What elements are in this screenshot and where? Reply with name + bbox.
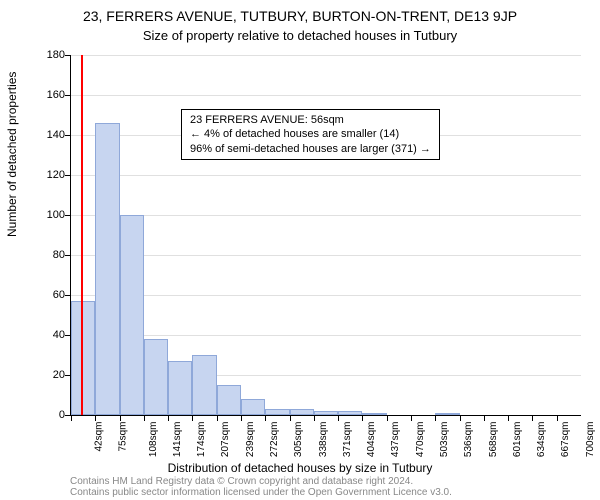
y-tick-label: 40 — [53, 329, 65, 341]
x-tick-label: 239sqm — [245, 422, 256, 458]
histogram-bar — [290, 409, 314, 415]
x-tick — [265, 415, 266, 421]
y-tick-label: 0 — [59, 409, 65, 421]
gridline — [71, 175, 581, 176]
x-tick-label: 305sqm — [293, 422, 304, 458]
histogram-bar — [144, 339, 168, 415]
plot-area: 23 FERRERS AVENUE: 56sqm ← 4% of detache… — [70, 55, 581, 416]
gridline — [71, 335, 581, 336]
x-tick-label: 700sqm — [585, 422, 596, 458]
histogram-bar — [192, 355, 216, 415]
x-tick-label: 437sqm — [391, 422, 402, 458]
x-tick-label: 75sqm — [118, 422, 129, 452]
x-tick — [532, 415, 533, 421]
x-tick — [144, 415, 145, 421]
y-tick — [65, 55, 71, 56]
x-tick — [460, 415, 461, 421]
property-marker-line — [81, 55, 83, 415]
histogram-bar — [435, 413, 459, 415]
histogram-bar — [314, 411, 338, 415]
y-tick-label: 60 — [53, 289, 65, 301]
x-tick — [411, 415, 412, 421]
chart-title: 23, FERRERS AVENUE, TUTBURY, BURTON-ON-T… — [0, 0, 600, 24]
y-tick — [65, 95, 71, 96]
y-tick-label: 180 — [47, 49, 65, 61]
gridline — [71, 255, 581, 256]
x-tick-label: 634sqm — [536, 422, 547, 458]
x-tick-label: 174sqm — [196, 422, 207, 458]
histogram-bar — [168, 361, 192, 415]
chart-subtitle: Size of property relative to detached ho… — [0, 24, 600, 43]
y-tick — [65, 255, 71, 256]
x-tick-label: 404sqm — [366, 422, 377, 458]
x-tick — [338, 415, 339, 421]
gridline — [71, 215, 581, 216]
y-tick-label: 80 — [53, 249, 65, 261]
x-tick-label: 371sqm — [342, 422, 353, 458]
x-tick-label: 470sqm — [415, 422, 426, 458]
x-tick — [484, 415, 485, 421]
x-tick — [387, 415, 388, 421]
x-tick — [168, 415, 169, 421]
x-tick — [95, 415, 96, 421]
y-tick — [65, 135, 71, 136]
x-tick-label: 536sqm — [463, 422, 474, 458]
x-tick — [435, 415, 436, 421]
histogram-bar — [120, 215, 144, 415]
chart-container: 23, FERRERS AVENUE, TUTBURY, BURTON-ON-T… — [0, 0, 600, 500]
x-tick-label: 207sqm — [221, 422, 232, 458]
footer-note: Contains HM Land Registry data © Crown c… — [70, 476, 452, 498]
x-tick — [217, 415, 218, 421]
y-axis-title: Number of detached properties — [5, 72, 19, 237]
x-tick-label: 601sqm — [512, 422, 523, 458]
annotation-line1: 23 FERRERS AVENUE: 56sqm — [190, 113, 431, 127]
annotation-box: 23 FERRERS AVENUE: 56sqm ← 4% of detache… — [181, 109, 440, 160]
x-tick — [120, 415, 121, 421]
footer-line2: Contains public sector information licen… — [70, 487, 452, 498]
histogram-bar — [362, 413, 386, 415]
histogram-bar — [241, 399, 265, 415]
y-tick — [65, 175, 71, 176]
y-tick — [65, 215, 71, 216]
histogram-bar — [265, 409, 289, 415]
annotation-line2: ← 4% of detached houses are smaller (14) — [190, 127, 431, 141]
gridline — [71, 295, 581, 296]
x-tick-label: 667sqm — [561, 422, 572, 458]
x-tick-label: 141sqm — [172, 422, 183, 458]
annotation-line3: 96% of semi-detached houses are larger (… — [190, 142, 431, 156]
y-tick-label: 120 — [47, 169, 65, 181]
x-tick — [557, 415, 558, 421]
y-tick-label: 140 — [47, 129, 65, 141]
y-tick — [65, 295, 71, 296]
x-tick — [362, 415, 363, 421]
x-tick-label: 108sqm — [148, 422, 159, 458]
gridline — [71, 55, 581, 56]
histogram-bar — [217, 385, 241, 415]
footer-line1: Contains HM Land Registry data © Crown c… — [70, 476, 452, 487]
x-tick-label: 272sqm — [269, 422, 280, 458]
gridline — [71, 95, 581, 96]
x-tick-label: 503sqm — [439, 422, 450, 458]
y-tick-label: 100 — [47, 209, 65, 221]
histogram-bar — [95, 123, 119, 415]
y-tick-label: 20 — [53, 369, 65, 381]
histogram-bar — [338, 411, 362, 415]
x-tick-label: 338sqm — [318, 422, 329, 458]
x-tick — [508, 415, 509, 421]
x-tick — [241, 415, 242, 421]
x-tick-label: 42sqm — [94, 422, 105, 452]
y-tick-label: 160 — [47, 89, 65, 101]
x-tick — [314, 415, 315, 421]
x-tick-label: 568sqm — [488, 422, 499, 458]
x-tick — [192, 415, 193, 421]
x-axis-title: Distribution of detached houses by size … — [0, 461, 600, 475]
x-tick — [290, 415, 291, 421]
x-tick — [71, 415, 72, 421]
